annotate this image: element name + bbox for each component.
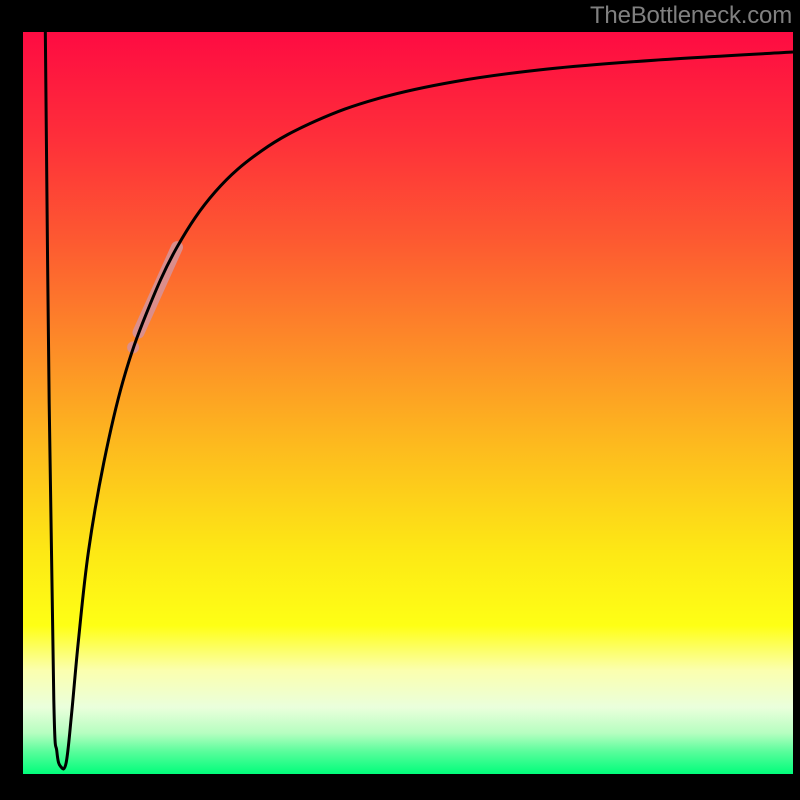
curve-layer [23,32,793,774]
watermark-text: TheBottleneck.com [590,2,792,30]
plot-area [23,32,793,774]
chart-container: TheBottleneck.com [0,0,800,800]
bottleneck-curve [45,32,793,769]
